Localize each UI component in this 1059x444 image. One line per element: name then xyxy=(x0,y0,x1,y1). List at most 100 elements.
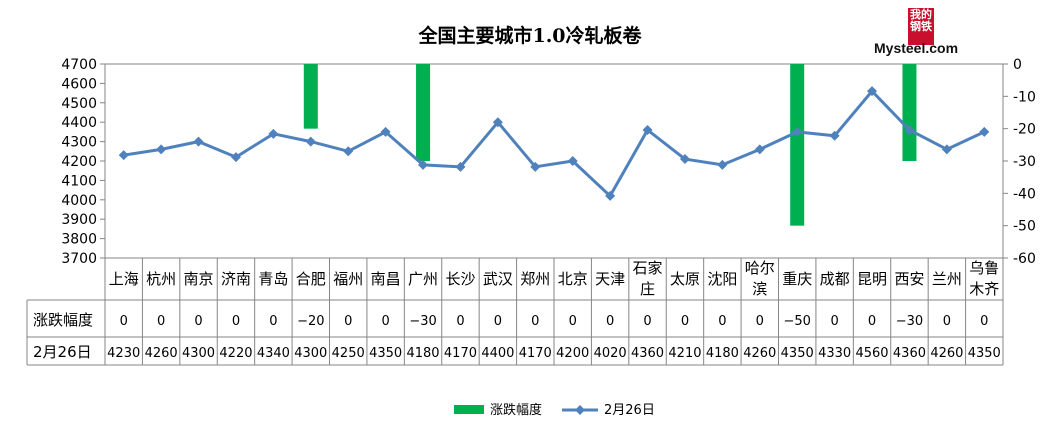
table-cell: 0 xyxy=(456,314,464,329)
table-cell: 0 xyxy=(830,314,838,329)
plot-area xyxy=(104,63,1004,259)
y-left-tick-label: 4600 xyxy=(61,76,97,92)
x-tick-label: 广州 xyxy=(408,270,438,288)
y-left-tick-label: 4300 xyxy=(61,135,97,151)
x-tick-label: 兰州 xyxy=(932,270,962,288)
y-left-tick-label: 3700 xyxy=(61,251,97,267)
y-left-tick-label: 4100 xyxy=(61,173,97,189)
table-cell: −20 xyxy=(297,314,324,329)
x-tick-label: 福州 xyxy=(333,270,363,288)
legend-swatch-marker xyxy=(575,405,585,415)
y-left-tick-label: 3900 xyxy=(61,212,97,228)
x-tick-label: 成都 xyxy=(820,270,850,288)
table-cell: 4180 xyxy=(406,346,439,361)
chart-title: 全国主要城市1.0冷轧板卷 xyxy=(417,24,642,47)
line-point xyxy=(156,144,167,155)
mysteel-logo: 我的钢铁 Mysteel.com xyxy=(874,8,964,58)
logo-mark: 我的钢铁 xyxy=(908,8,934,45)
line-point xyxy=(642,124,653,135)
table-cell: 4340 xyxy=(257,346,290,361)
y-left-tick-label: 4700 xyxy=(61,57,97,73)
x-tick-label-line1: 石家 xyxy=(633,259,663,277)
table-row-label: 涨跌幅度 xyxy=(33,311,93,329)
x-tick-label-line2: 庄 xyxy=(640,280,655,298)
table-cell: 4350 xyxy=(369,346,402,361)
table-cell: 4220 xyxy=(219,346,252,361)
table-cell: 0 xyxy=(269,314,277,329)
x-tick-label: 太原 xyxy=(670,270,700,288)
bar-change xyxy=(902,64,917,161)
bar-change xyxy=(303,64,318,129)
table-cell: 4300 xyxy=(182,346,215,361)
x-tick-label: 杭州 xyxy=(146,270,176,288)
y-left-tick-label: 4000 xyxy=(61,193,97,209)
x-tick-label: 济南 xyxy=(221,270,251,288)
x-tick-label: 天津 xyxy=(595,270,625,288)
x-tick-label-line2: 滨 xyxy=(752,280,767,298)
table-cell: 0 xyxy=(569,314,577,329)
table-cell: 0 xyxy=(381,314,389,329)
line-point xyxy=(717,159,728,170)
line-point xyxy=(567,156,578,166)
table-cell: 4350 xyxy=(968,346,1001,361)
table-cell: 4260 xyxy=(930,346,963,361)
line-point xyxy=(867,86,878,97)
legend-swatch-bar xyxy=(454,405,484,414)
table-cell: 0 xyxy=(756,314,764,329)
line-point xyxy=(979,126,990,137)
x-tick-label: 上海 xyxy=(109,270,139,288)
x-tick-label: 武汉 xyxy=(483,270,513,288)
table-cell: 4260 xyxy=(145,346,178,361)
table-cell: 0 xyxy=(718,314,726,329)
table-cell: −50 xyxy=(783,314,810,329)
table-cell: −30 xyxy=(896,314,923,329)
line-point xyxy=(530,161,541,172)
x-tick-label: 南京 xyxy=(184,270,214,288)
line-point xyxy=(792,126,803,137)
y-right-tick-label: -10 xyxy=(1013,89,1036,105)
table-cell: 4300 xyxy=(294,346,327,361)
line-point xyxy=(380,126,391,137)
y-left-tick-label: 4400 xyxy=(61,115,97,131)
table-cell: 4360 xyxy=(631,346,664,361)
table-cell: 0 xyxy=(194,314,202,329)
line-point xyxy=(418,159,429,170)
line-point xyxy=(118,150,129,161)
y-right-tick-label: -30 xyxy=(1013,154,1036,170)
legend-label-line: 2月26日 xyxy=(604,403,655,418)
x-tick-label: 沈阳 xyxy=(707,270,737,288)
table-row-label: 2月26日 xyxy=(33,343,92,361)
table-cell: 0 xyxy=(868,314,876,329)
x-tick-label-line1: 乌鲁 xyxy=(969,259,999,277)
table-cell: 4210 xyxy=(668,346,701,361)
x-tick-label: 北京 xyxy=(558,270,588,288)
x-tick-label: 合肥 xyxy=(296,270,326,288)
table-cell: 4360 xyxy=(893,346,926,361)
table-cell: 0 xyxy=(980,314,988,329)
table-cell: 0 xyxy=(643,314,651,329)
x-tick-label: 昆明 xyxy=(857,270,887,288)
y-right-tick-label: 0 xyxy=(1013,57,1022,73)
line-point xyxy=(941,144,952,155)
table-cell: 0 xyxy=(120,314,128,329)
line-point xyxy=(305,136,316,147)
legend-label-bar: 涨跌幅度 xyxy=(490,402,542,418)
y-left-tick-label: 4500 xyxy=(61,96,97,112)
line-point xyxy=(754,144,765,155)
line-point xyxy=(605,190,616,201)
y-left-tick-label: 4200 xyxy=(61,154,97,170)
table-cell: 4180 xyxy=(706,346,739,361)
line-point xyxy=(193,136,204,147)
table-cell: 0 xyxy=(344,314,352,329)
table-cell: 4250 xyxy=(332,346,365,361)
table-cell: 0 xyxy=(232,314,240,329)
x-tick-label: 南昌 xyxy=(371,270,401,288)
table-cell: 4260 xyxy=(743,346,776,361)
table-cell: 4200 xyxy=(556,346,589,361)
x-tick-label-line2: 木齐 xyxy=(969,280,999,298)
table-cell: 0 xyxy=(494,314,502,329)
bar-change xyxy=(790,64,805,226)
table-cell: 0 xyxy=(943,314,951,329)
